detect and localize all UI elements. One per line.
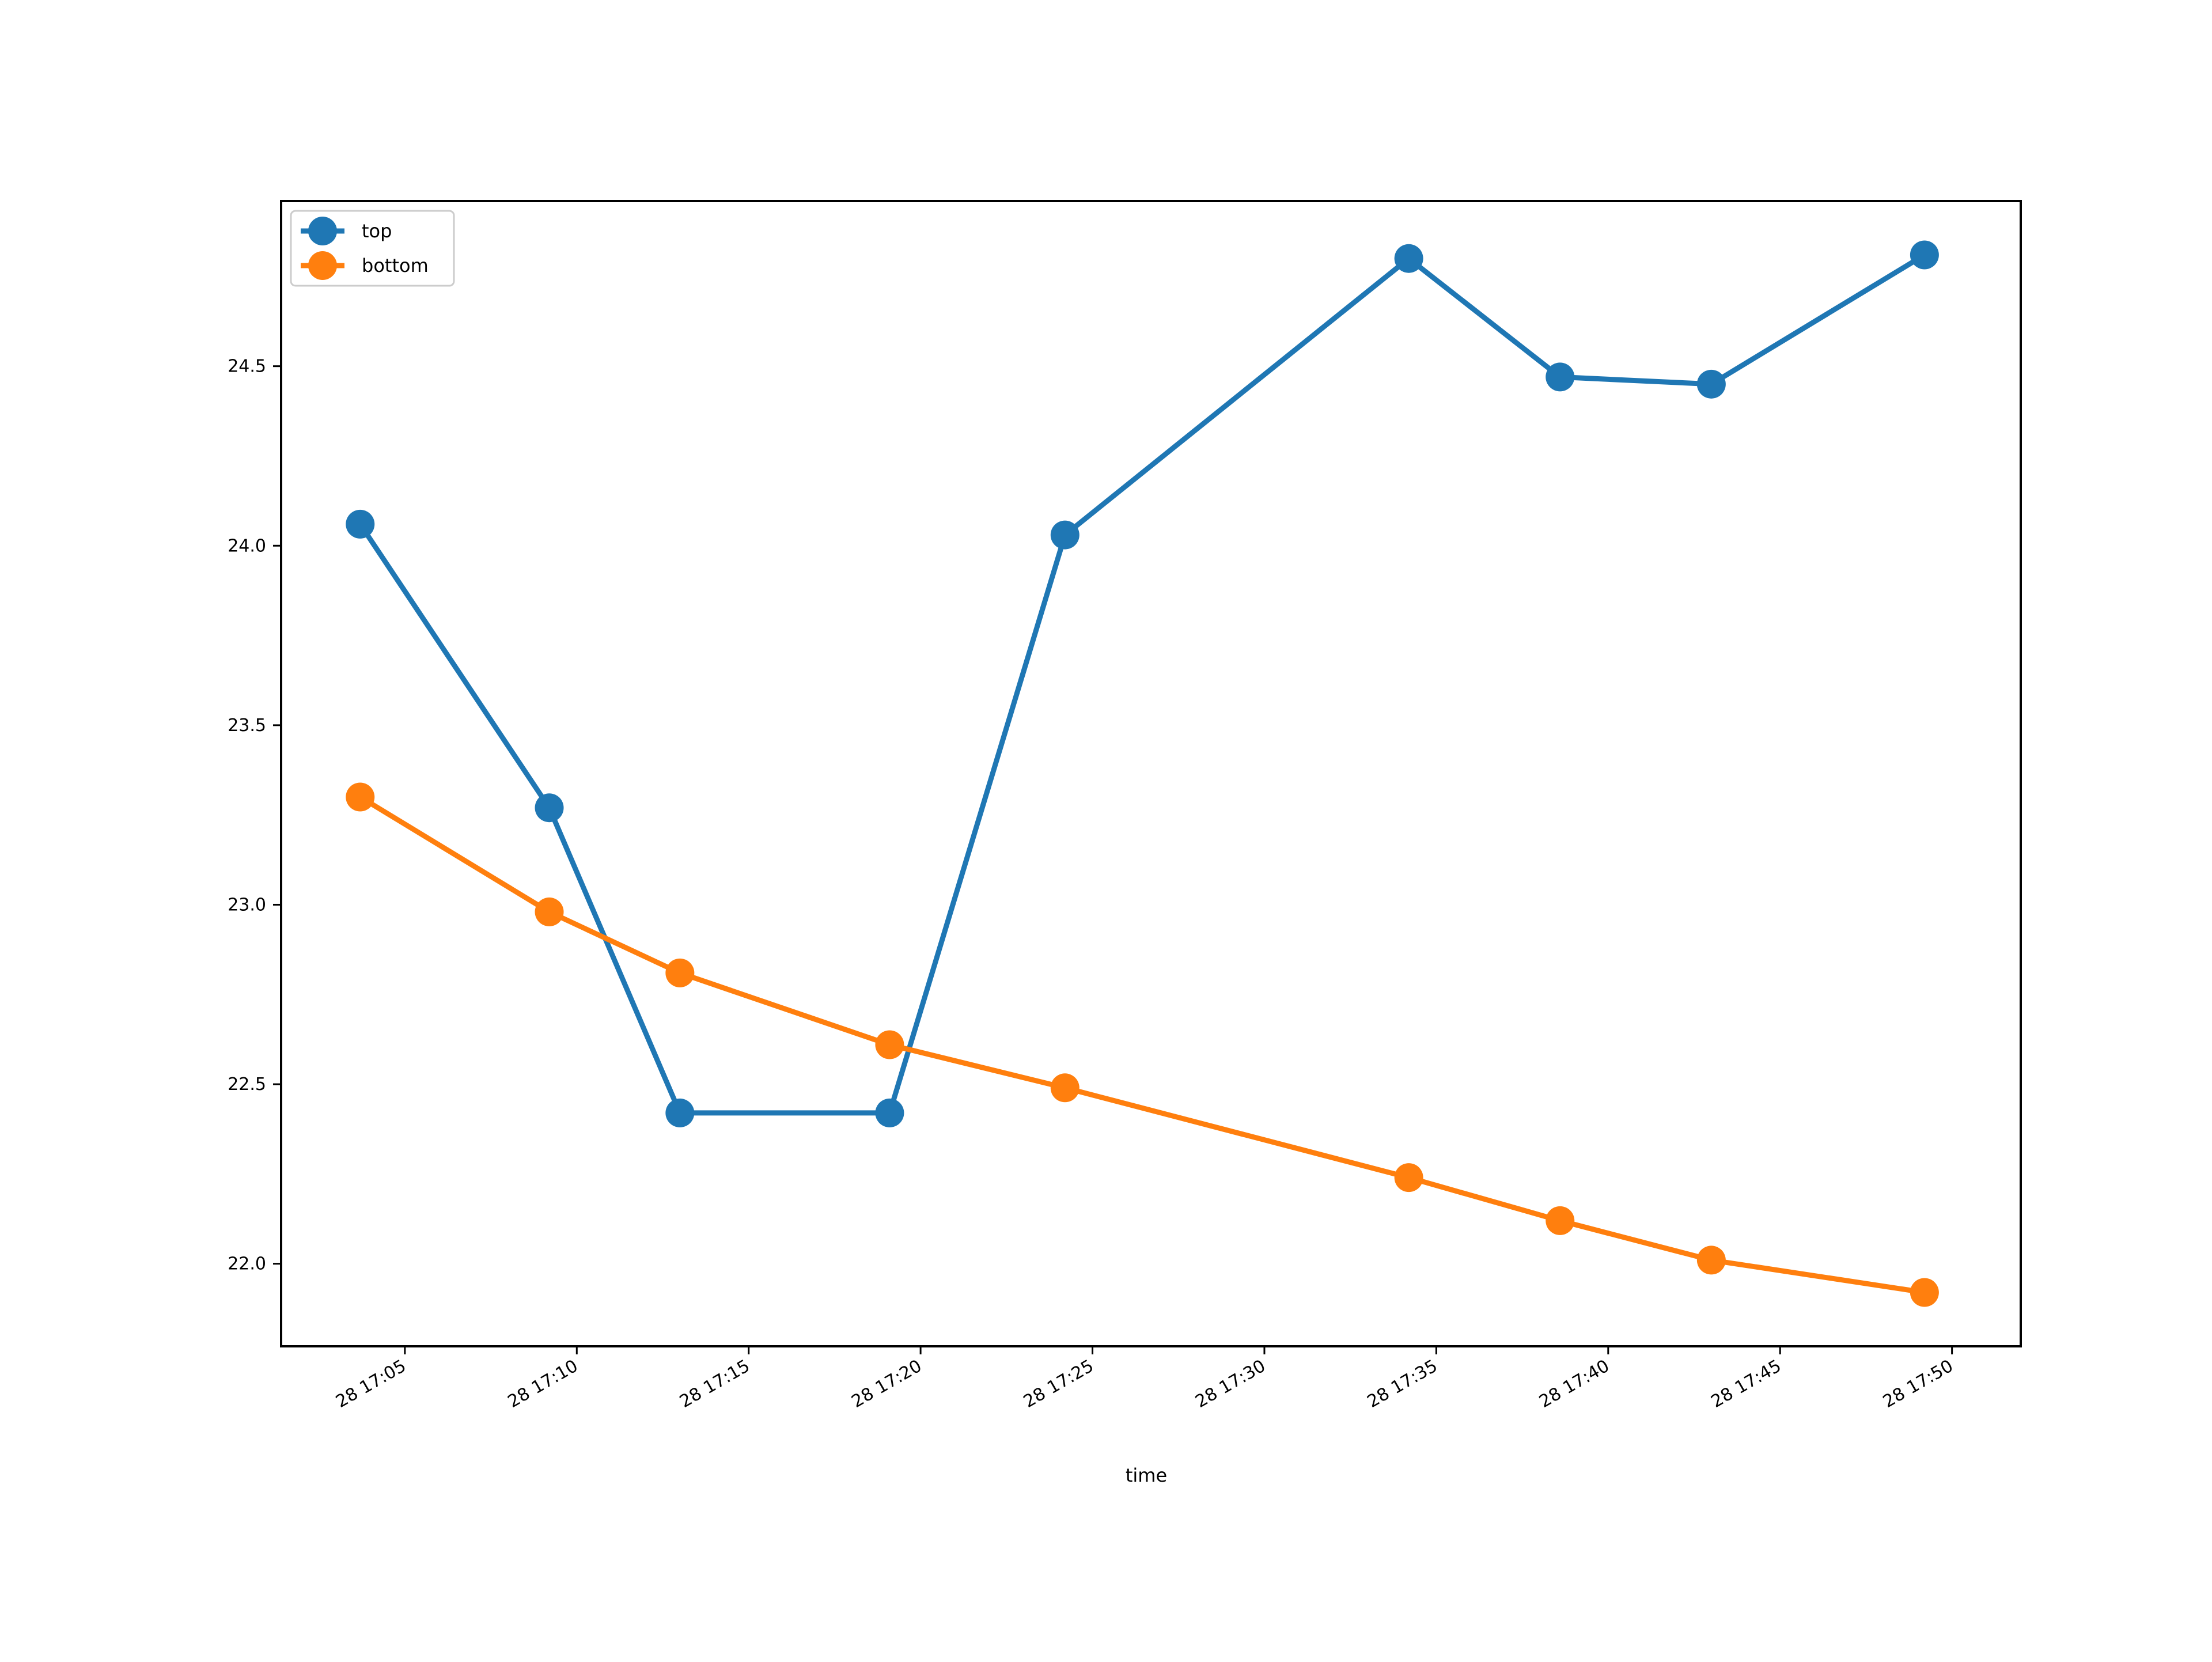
data-point-top <box>665 1098 695 1127</box>
data-point-top <box>535 793 564 823</box>
data-point-bottom <box>1696 1245 1726 1275</box>
data-point-bottom <box>1050 1073 1080 1103</box>
data-point-bottom <box>346 782 375 812</box>
data-point-top <box>346 509 375 539</box>
y-tick-label: 22.5 <box>228 1074 266 1095</box>
legend: top bottom <box>290 210 455 287</box>
data-point-bottom <box>1910 1278 1939 1307</box>
y-tick-label: 23.0 <box>228 895 266 915</box>
legend-label-top: top <box>362 220 392 242</box>
data-point-bottom <box>535 897 564 926</box>
y-tick-label: 24.0 <box>228 536 266 556</box>
data-point-top <box>875 1098 904 1127</box>
data-point-top <box>1546 362 1575 392</box>
y-tick-label: 23.5 <box>228 715 266 736</box>
legend-label-bottom: bottom <box>362 255 429 277</box>
x-axis-label: time <box>1126 1464 1167 1486</box>
y-tick-label: 24.5 <box>228 357 266 377</box>
data-point-top <box>1696 369 1726 399</box>
data-point-top <box>1910 240 1939 270</box>
data-point-top <box>1050 520 1080 550</box>
data-point-bottom <box>875 1030 904 1059</box>
y-tick-label: 22.0 <box>228 1254 266 1274</box>
legend-marker-bottom <box>308 251 337 280</box>
data-point-top <box>1394 244 1423 273</box>
legend-marker-top <box>308 217 337 245</box>
axes-frame <box>280 200 2022 1347</box>
data-point-bottom <box>1394 1163 1423 1192</box>
data-point-bottom <box>665 958 695 987</box>
data-point-bottom <box>1546 1206 1575 1235</box>
